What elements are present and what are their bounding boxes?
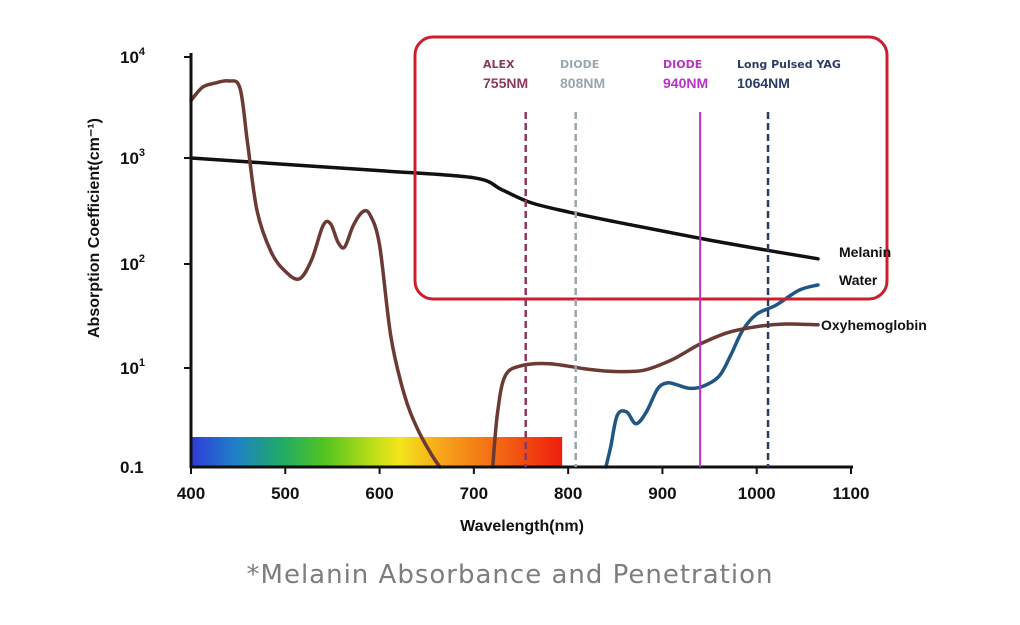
laser-wavelength-label: 808NM <box>560 75 605 91</box>
laser-name-label: DIODE <box>663 58 702 71</box>
laser-wavelength-label: 1064NM <box>737 75 790 91</box>
x-tick-label: 800 <box>554 484 582 503</box>
visible-spectrum-bar <box>191 437 563 468</box>
series-line-4 <box>490 322 820 469</box>
series-line-1 <box>189 156 820 261</box>
x-tick-label: 900 <box>648 484 676 503</box>
x-tick-label: 600 <box>365 484 393 503</box>
laser-name-label: DIODE <box>560 58 599 71</box>
y-tick-label: 103 <box>120 147 145 168</box>
y-tick-label: 0.1 <box>120 458 144 477</box>
y-tick-label: 104 <box>120 46 146 67</box>
y-tick-label: 102 <box>120 253 145 274</box>
y-axis-title: Absorption Coefficient(cm⁻¹) <box>86 118 103 338</box>
y-tick-label: 101 <box>120 357 145 378</box>
laser-name-label: ALEX <box>483 58 515 71</box>
series-label-2: Water <box>839 272 878 288</box>
x-tick-label: 1000 <box>738 484 776 503</box>
chart-caption: *Melanin Absorbance and Penetration <box>246 560 774 590</box>
x-axis-title: Wavelength(nm) <box>460 518 584 535</box>
absorption-chart: 400 500 600 700 800 900 1000 1100 0.1 101 102 103 10… <box>86 35 927 535</box>
x-tick-label: 700 <box>460 484 488 503</box>
x-tick-label: 1100 <box>833 484 870 503</box>
x-tick-label: 500 <box>271 484 299 503</box>
laser-wavelength-label: 940NM <box>663 75 708 91</box>
series-line-3 <box>189 78 442 469</box>
laser-wavelength-label: 755NM <box>483 75 528 91</box>
laser-window-box <box>413 35 889 301</box>
x-tick-label: 400 <box>177 484 205 503</box>
series-line-2 <box>604 283 820 469</box>
series-label-3: Oxyhemoglobin <box>821 317 927 333</box>
laser-name-label: Long Pulsed YAG <box>737 58 841 71</box>
series-label-1: Melanin <box>839 244 891 260</box>
